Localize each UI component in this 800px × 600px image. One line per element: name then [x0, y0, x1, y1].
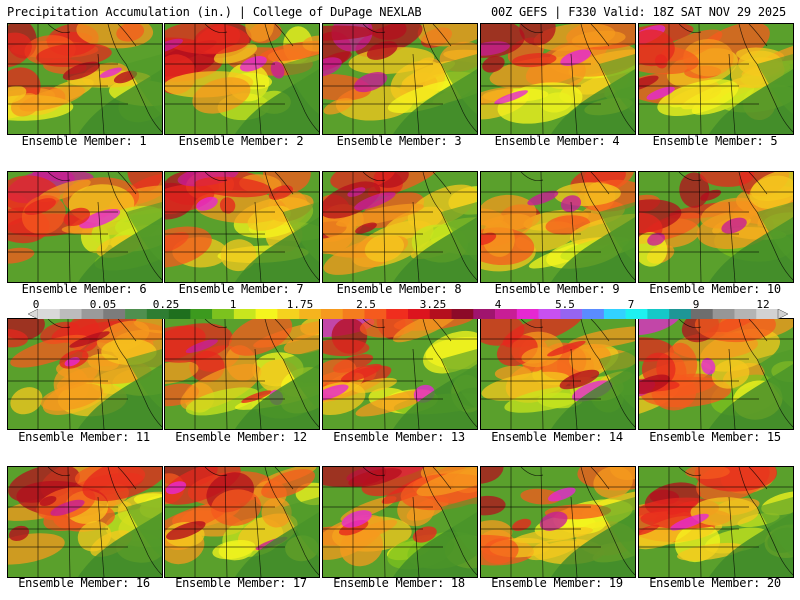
colorbar-swatch	[538, 309, 561, 319]
colorbar-tick-label: 4	[494, 298, 502, 311]
ensemble-member-label: Ensemble Member: 1	[21, 134, 147, 148]
colorbar	[28, 309, 788, 319]
colorbar-swatch	[582, 309, 605, 319]
colorbar-swatch	[669, 309, 692, 319]
ensemble-map-15	[638, 318, 794, 430]
colorbar-tick-label: 9	[692, 298, 700, 311]
colorbar-tick-label: 3.25	[419, 298, 447, 311]
colorbar-swatch	[38, 309, 61, 319]
colorbar-tick-label: 0.25	[152, 298, 180, 311]
colorbar-swatch	[690, 309, 713, 319]
ensemble-member-label: Ensemble Member: 16	[18, 576, 150, 590]
ensemble-member-label: Ensemble Member: 12	[175, 430, 307, 444]
colorbar-swatch	[103, 309, 126, 319]
colorbar-swatch	[255, 309, 278, 319]
ensemble-member-label: Ensemble Member: 8	[336, 282, 462, 296]
colorbar-swatch	[342, 309, 365, 319]
ensemble-member-label: Ensemble Member: 13	[333, 430, 465, 444]
ensemble-map-16	[7, 466, 163, 578]
ensemble-map-10	[638, 171, 794, 283]
ensemble-member-label: Ensemble Member: 19	[491, 576, 623, 590]
colorbar-swatch	[756, 309, 779, 319]
ensemble-member-label: Ensemble Member: 7	[178, 282, 304, 296]
colorbar-tick-label: 0	[32, 298, 40, 311]
colorbar-swatch	[190, 309, 213, 319]
ensemble-member-label: Ensemble Member: 17	[175, 576, 307, 590]
colorbar-swatch	[212, 309, 235, 319]
colorbar-swatch	[146, 309, 169, 319]
colorbar-swatch	[625, 309, 648, 319]
ensemble-member-label: Ensemble Member: 11	[18, 430, 150, 444]
colorbar-swatch	[386, 309, 409, 319]
ensemble-map-19	[480, 466, 636, 578]
colorbar-swatch	[125, 309, 148, 319]
colorbar-swatch	[320, 309, 343, 319]
ensemble-map-13	[322, 318, 478, 430]
ensemble-member-label: Ensemble Member: 15	[649, 430, 781, 444]
colorbar-swatch	[647, 309, 670, 319]
ensemble-map-14	[480, 318, 636, 430]
ensemble-member-label: Ensemble Member: 20	[649, 576, 781, 590]
colorbar-swatch	[429, 309, 452, 319]
ensemble-map-9	[480, 171, 636, 283]
ensemble-map-1	[7, 23, 163, 135]
colorbar-tick-label: 7	[627, 298, 635, 311]
colorbar-tick-label: 1.75	[286, 298, 314, 311]
colorbar-swatch	[712, 309, 735, 319]
colorbar-tick-label: 5.5	[555, 298, 575, 311]
ensemble-member-label: Ensemble Member: 14	[491, 430, 623, 444]
colorbar-swatch	[560, 309, 583, 319]
colorbar-tick-label: 12	[756, 298, 770, 311]
colorbar-swatch	[495, 309, 518, 319]
ensemble-map-18	[322, 466, 478, 578]
colorbar-swatch	[81, 309, 104, 319]
ensemble-member-label: Ensemble Member: 2	[178, 134, 304, 148]
ensemble-map-7	[164, 171, 320, 283]
run-valid-time: 00Z GEFS | F330 Valid: 18Z SAT NOV 29 20…	[490, 5, 786, 19]
ensemble-member-label: Ensemble Member: 6	[21, 282, 147, 296]
ensemble-member-label: Ensemble Member: 9	[494, 282, 620, 296]
ensemble-map-2	[164, 23, 320, 135]
colorbar-swatch	[451, 309, 474, 319]
colorbar-swatch	[59, 309, 82, 319]
ensemble-map-20	[638, 466, 794, 578]
ensemble-map-8	[322, 171, 478, 283]
ensemble-map-5	[638, 23, 794, 135]
colorbar-tick-label: 1	[229, 298, 237, 311]
ensemble-member-label: Ensemble Member: 5	[652, 134, 778, 148]
colorbar-swatch	[408, 309, 431, 319]
colorbar-swatch	[168, 309, 191, 319]
colorbar-swatch	[734, 309, 757, 319]
ensemble-map-11	[7, 318, 163, 430]
ensemble-member-label: Ensemble Member: 4	[494, 134, 620, 148]
colorbar-legend: 0 0.05 0.25 1 1.75 2.5 3.25 4 5.5 7 9 12	[28, 298, 788, 320]
ensemble-map-3	[322, 23, 478, 135]
colorbar-swatch	[277, 309, 300, 319]
colorbar-swatch	[603, 309, 626, 319]
ensemble-member-label: Ensemble Member: 3	[336, 134, 462, 148]
colorbar-swatch	[473, 309, 496, 319]
ensemble-map-12	[164, 318, 320, 430]
colorbar-tick-label: 0.05	[89, 298, 117, 311]
colorbar-tick-label: 2.5	[356, 298, 376, 311]
ensemble-map-4	[480, 23, 636, 135]
ensemble-map-6	[7, 171, 163, 283]
product-title: Precipitation Accumulation (in.) | Colle…	[7, 5, 422, 19]
ensemble-member-label: Ensemble Member: 18	[333, 576, 465, 590]
colorbar-swatch	[364, 309, 387, 319]
ensemble-member-label: Ensemble Member: 10	[649, 282, 781, 296]
colorbar-swatch	[233, 309, 256, 319]
ensemble-map-17	[164, 466, 320, 578]
colorbar-swatch	[299, 309, 322, 319]
colorbar-swatch	[516, 309, 539, 319]
